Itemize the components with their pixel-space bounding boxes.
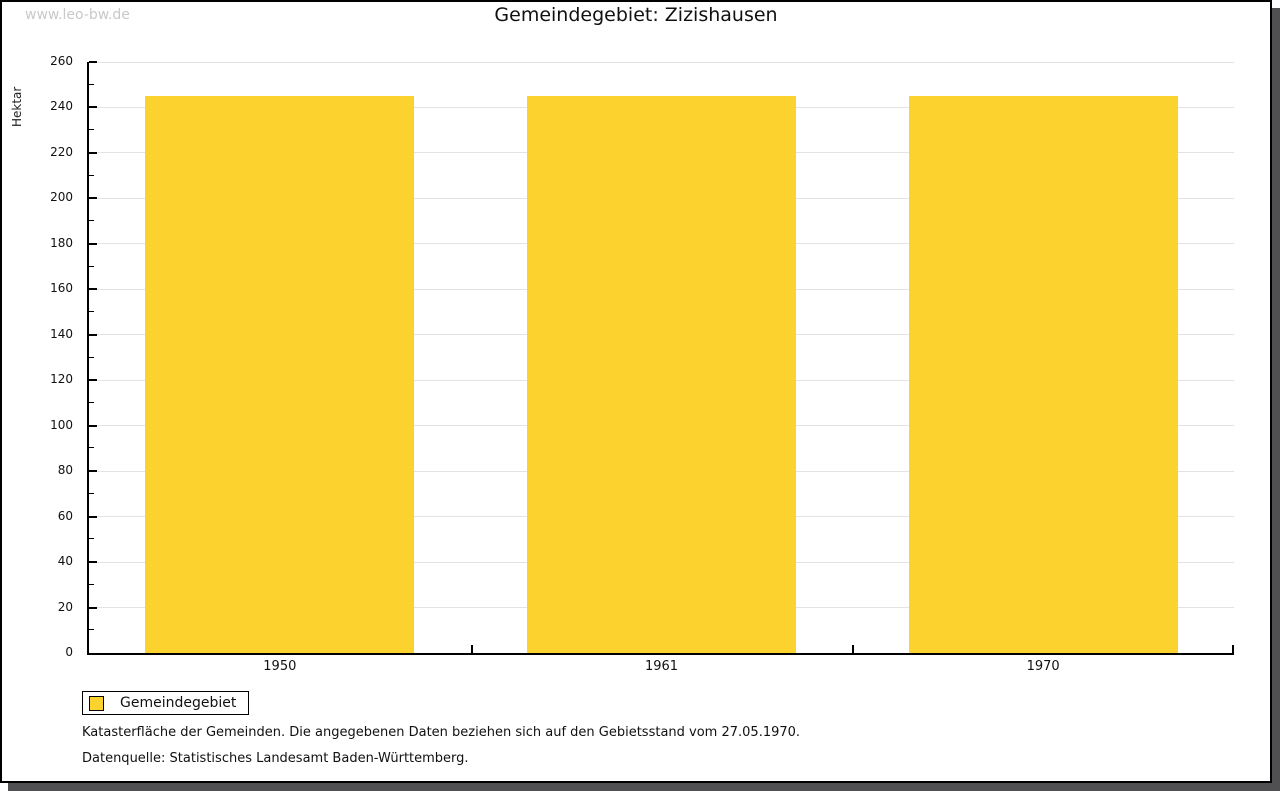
y-minor-tick <box>89 629 94 631</box>
legend-label: Gemeindegebiet <box>120 695 237 711</box>
plot-area: 1950 1961 1970 <box>87 61 1234 674</box>
y-minor-tick <box>89 311 94 313</box>
y-major-tick <box>89 242 97 245</box>
y-major-tick <box>89 470 97 473</box>
y-minor-tick <box>89 583 94 585</box>
footer-source: Datenquelle: Statistisches Landesamt Bad… <box>82 751 469 766</box>
y-minor-tick <box>89 492 94 494</box>
y-minor-tick <box>89 401 94 403</box>
y-tick-label: 220 <box>50 144 73 159</box>
y-minor-tick <box>89 538 94 540</box>
y-minor-tick <box>89 129 94 131</box>
x-axis-tick <box>852 645 855 653</box>
watermark: www.leo-bw.de <box>25 7 130 23</box>
x-axis-tick <box>470 645 473 653</box>
y-major-tick <box>89 151 97 154</box>
bar <box>909 96 1178 653</box>
y-major-tick <box>89 424 97 427</box>
y-tick-label: 40 <box>57 554 73 569</box>
x-tick-label: 1950 <box>263 659 297 674</box>
y-minor-tick <box>89 174 94 176</box>
y-major-tick <box>89 333 97 336</box>
legend: Gemeindegebiet <box>82 691 250 715</box>
y-tick-label: 260 <box>50 54 73 68</box>
y-tick-label: 100 <box>50 417 73 432</box>
y-tick-label: 200 <box>50 190 73 205</box>
y-tick-label: 20 <box>57 599 73 614</box>
x-tick-label: 1970 <box>1026 659 1060 674</box>
y-tick-label: 0 <box>65 645 73 659</box>
y-major-tick <box>89 197 97 200</box>
y-minor-tick <box>89 447 94 449</box>
y-minor-tick <box>89 356 94 358</box>
x-tick-label: 1961 <box>644 659 679 674</box>
y-major-tick <box>89 606 97 609</box>
y-minor-tick <box>89 265 94 267</box>
legend-swatch <box>89 695 104 711</box>
chart-title: Gemeindegebiet: Zizishausen <box>494 4 778 26</box>
y-major-tick <box>89 379 97 382</box>
y-major-tick <box>89 106 97 109</box>
y-gridline <box>89 61 1234 63</box>
y-tick-label: 120 <box>50 372 73 387</box>
y-major-tick <box>89 61 97 63</box>
y-minor-tick <box>89 83 94 85</box>
y-tick-label: 60 <box>57 508 73 523</box>
y-axis-tick-labels: 0 20 40 60 80 100 120 140 160 180 200 220 240 260 <box>2 54 79 659</box>
footer-note: Katasterfläche der Gemeinden. Die angege… <box>82 725 801 740</box>
y-tick-label: 80 <box>57 463 73 478</box>
y-tick-label: 140 <box>50 326 73 341</box>
y-tick-label: 180 <box>50 235 73 250</box>
bar <box>527 96 796 653</box>
x-axis-tick <box>1232 645 1234 653</box>
y-major-tick <box>89 288 97 291</box>
y-tick-label: 160 <box>50 281 73 296</box>
bar <box>145 96 414 653</box>
y-major-tick <box>89 561 97 564</box>
y-tick-label: 240 <box>50 99 73 114</box>
y-major-tick <box>89 515 97 518</box>
y-minor-tick <box>89 220 94 222</box>
